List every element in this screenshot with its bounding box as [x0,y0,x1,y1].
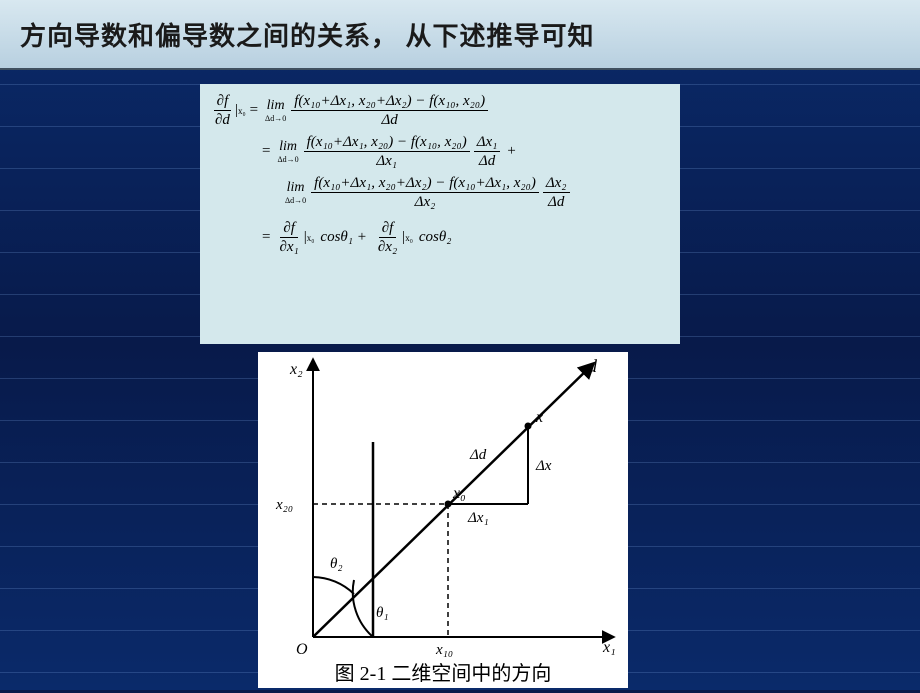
slide-title: 方向导数和偏导数之间的关系， 从下述推导可知 [20,16,595,53]
lim-2: lim [279,139,297,155]
l4b-num: ∂f [379,219,397,238]
eq-3: = [262,229,270,246]
theta2-arc [313,577,354,594]
l4a-num: ∂f [280,219,298,238]
formula-line-3: lim Δd→0 f(x₁₀+Δx₁, x₂₀+Δx₂) − f(x₁₀+Δx₁… [210,174,670,211]
diagram-svg: x₂ x₁ d x x₀ Δd Δx Δx₁ x₂₀ x₁₀ θ₁ θ₂ O [258,352,628,688]
l4b-den: ∂x₂ [375,238,400,256]
l3b-den: Δd [545,193,567,211]
l3-den: Δx₂ [412,193,439,211]
lhs-den: ∂d [212,111,233,129]
lim-cond-3: Δd→0 [285,196,306,205]
lbl-x1: x₁ [602,639,616,656]
cos1: cosθ₁ + [320,229,366,246]
l1-den: Δd [378,111,400,129]
lhs-num: ∂f [214,92,232,111]
l2b-num: Δx₁ [474,133,501,152]
plus-1: + [506,143,516,160]
direction-diagram: x₂ x₁ d x x₀ Δd Δx Δx₁ x₂₀ x₁₀ θ₁ θ₂ O 图… [258,352,628,688]
l1-num: f(x₁₀+Δx₁, x₂₀+Δx₂) − f(x₁₀, x₂₀) [291,92,488,111]
lbl-x0: x₀ [452,485,466,502]
lbl-x20: x₂₀ [275,497,293,513]
lim-cond-2: Δd→0 [277,155,298,164]
l4a-sub: x₀ [307,233,315,243]
lbl-dx1: Δx₁ [467,510,489,526]
formula-line-1: ∂f ∂d |x₀ = lim Δd→0 f(x₁₀+Δx₁, x₂₀+Δx₂)… [210,92,670,129]
lbl-x: x [535,409,543,426]
lbl-x10: x₁₀ [435,642,453,658]
lim-cond-1: Δd→0 [265,114,286,123]
l3b-num: Δx₂ [543,174,570,193]
l2-den: Δx₁ [373,152,400,170]
eq-1: = [250,102,258,119]
pt-x [525,423,532,430]
lbl-th1: θ₁ [376,605,389,621]
l3-num: f(x₁₀+Δx₁, x₂₀+Δx₂) − f(x₁₀+Δx₁, x₂₀) [311,174,539,193]
lbl-th2: θ₂ [330,556,343,572]
lim-3: lim [287,180,305,196]
lim-1: lim [267,98,285,114]
l4b-sub: x₀ [405,233,413,243]
lbl-dx: Δx [535,458,552,474]
lbl-d: d [588,356,598,376]
lhs-sub: x₀ [238,106,246,116]
formula-line-4: = ∂f ∂x₁ |x₀ cosθ₁ + ∂f ∂x₂ |x₀ cosθ₂ [210,219,670,256]
lbl-x2: x₂ [289,361,303,378]
slide-header: 方向导数和偏导数之间的关系， 从下述推导可知 [0,0,920,70]
cos2: cosθ₂ [419,229,452,246]
lbl-dd: Δd [469,447,487,463]
diagram-caption: 图 2-1 二维空间中的方向 [258,657,628,686]
l2-num: f(x₁₀+Δx₁, x₂₀) − f(x₁₀, x₂₀) [304,133,470,152]
l2b-den: Δd [476,152,498,170]
pt-x0 [445,501,452,508]
l4a-den: ∂x₁ [276,238,301,256]
derivation-formula: ∂f ∂d |x₀ = lim Δd→0 f(x₁₀+Δx₁, x₂₀+Δx₂)… [200,84,680,344]
formula-line-2: = lim Δd→0 f(x₁₀+Δx₁, x₂₀) − f(x₁₀, x₂₀)… [210,133,670,170]
eq-2: = [262,143,270,160]
lbl-O: O [296,641,308,658]
